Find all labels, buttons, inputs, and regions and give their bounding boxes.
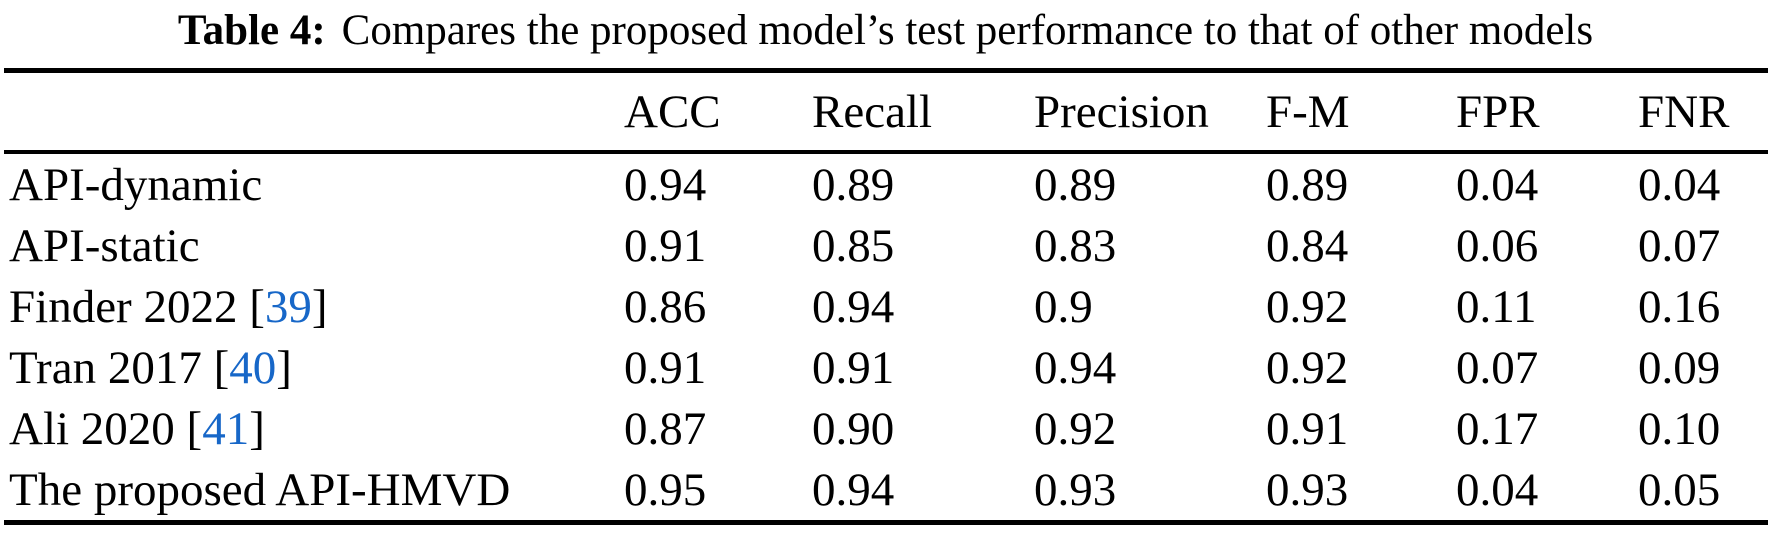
precision-value: 0.92 [1034,402,1117,455]
recall-value: 0.94 [812,463,895,516]
fnr-value: 0.04 [1638,158,1721,211]
model-label: Ali 2020 [ [9,402,203,455]
recall-value: 0.94 [812,280,895,333]
fnr-value: 0.10 [1638,402,1721,455]
model-label-cell: Tran 2017 [40] [4,337,624,398]
fnr-value: 0.16 [1638,280,1721,333]
table-row: API-dynamic 0.94 0.89 0.89 0.89 0.04 0.0… [4,152,1768,215]
citation-link[interactable]: 41 [202,402,250,455]
model-label: API-dynamic [9,158,263,211]
precision-value: 0.93 [1034,463,1117,516]
citation-bracket: ] [311,280,328,333]
acc-value: 0.87 [624,402,707,455]
model-label-cell: Finder 2022 [39] [4,276,624,337]
model-label-cell: Ali 2020 [41] [4,398,624,459]
fm-value: 0.93 [1266,463,1349,516]
table-row: The proposed API-HMVD 0.95 0.94 0.93 0.9… [4,459,1768,523]
fnr-value: 0.05 [1638,463,1721,516]
fm-value: 0.92 [1266,280,1349,333]
precision-value: 0.89 [1034,158,1117,211]
recall-value: 0.89 [812,158,895,211]
model-label: Tran 2017 [ [9,341,230,394]
fnr-value: 0.09 [1638,341,1721,394]
column-header-fnr: FNR [1638,70,1768,154]
fnr-value: 0.07 [1638,219,1721,272]
table-row: Finder 2022 [39] 0.86 0.94 0.9 0.92 0.11… [4,276,1768,337]
precision-value: 0.83 [1034,219,1117,272]
model-label: The proposed API-HMVD [9,463,511,516]
fm-value: 0.91 [1266,402,1349,455]
model-label: Finder 2022 [ [9,280,265,333]
header-model-column [4,70,624,154]
column-header-precision: Precision [1034,70,1266,154]
column-header-acc: ACC [624,70,812,154]
results-table: ACC Recall Precision F-M FPR FNR API-dyn… [4,68,1768,525]
acc-value: 0.91 [624,341,707,394]
model-label-cell: API-dynamic [4,152,624,215]
model-label-cell: The proposed API-HMVD [4,459,624,523]
fm-value: 0.89 [1266,158,1349,211]
column-header-fm: F-M [1266,70,1456,154]
citation-bracket: ] [276,341,292,394]
fpr-value: 0.11 [1456,280,1537,333]
citation-link[interactable]: 40 [229,341,277,394]
recall-value: 0.91 [812,341,895,394]
citation-link[interactable]: 39 [264,280,312,333]
table-caption: Table 4: Compares the proposed model’s te… [0,2,1771,60]
model-label-cell: API-static [4,215,624,276]
precision-value: 0.94 [1034,341,1117,394]
table-row: Ali 2020 [41] 0.87 0.90 0.92 0.91 0.17 0… [4,398,1768,459]
fm-value: 0.84 [1266,219,1349,272]
recall-value: 0.90 [812,402,895,455]
recall-value: 0.85 [812,219,895,272]
table-row: API-static 0.91 0.85 0.83 0.84 0.06 0.07 [4,215,1768,276]
fpr-value: 0.07 [1456,341,1539,394]
table-caption-label: Table 4: [177,7,326,54]
table-row: Tran 2017 [40] 0.91 0.91 0.94 0.92 0.07 … [4,337,1768,398]
acc-value: 0.95 [624,463,707,516]
table-caption-text: Compares the proposed model’s test perfo… [341,7,1594,54]
acc-value: 0.86 [624,280,707,333]
acc-value: 0.94 [624,158,707,211]
acc-value: 0.91 [624,219,707,272]
fpr-value: 0.17 [1456,402,1539,455]
fpr-value: 0.06 [1456,219,1539,272]
fm-value: 0.92 [1266,341,1349,394]
header-row: ACC Recall Precision F-M FPR FNR [4,70,1768,154]
fpr-value: 0.04 [1456,158,1539,211]
precision-value: 0.9 [1034,280,1093,333]
fpr-value: 0.04 [1456,463,1539,516]
column-header-fpr: FPR [1456,70,1638,154]
column-header-recall: Recall [812,70,1034,154]
model-label: API-static [9,219,200,272]
citation-bracket: ] [249,402,265,455]
